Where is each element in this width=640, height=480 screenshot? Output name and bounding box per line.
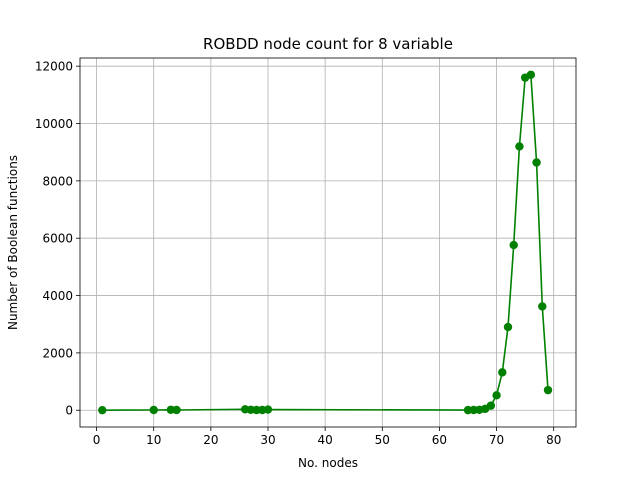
x-tick-label: 0 <box>93 433 101 447</box>
x-tick-label: 60 <box>432 433 447 447</box>
x-axis-label: No. nodes <box>298 456 358 470</box>
y-tick-label: 6000 <box>42 232 73 246</box>
data-point <box>498 368 507 377</box>
y-axis-label: Number of Boolean functions <box>6 155 20 330</box>
data-point <box>492 391 501 400</box>
axis-ticks: 0 10 20 30 40 50 60 70 80 0 2000 4000 6000 8000 10000 1… <box>35 60 562 447</box>
x-tick-label: 80 <box>546 433 561 447</box>
data-point <box>172 405 181 415</box>
data-point <box>526 70 536 79</box>
data-point <box>503 322 513 332</box>
data-point <box>98 405 107 415</box>
data-point <box>149 405 158 415</box>
grid-lines <box>80 58 576 427</box>
data-point <box>486 401 496 410</box>
y-tick-label: 8000 <box>42 174 73 188</box>
x-tick-label: 70 <box>489 433 504 447</box>
y-tick-label: 2000 <box>42 346 73 360</box>
data-point <box>515 142 524 151</box>
y-tick-label: 0 <box>65 404 73 418</box>
plot-frame <box>79 57 577 428</box>
x-tick-label: 40 <box>318 433 333 447</box>
x-tick-label: 20 <box>203 433 218 447</box>
y-tick-label: 10000 <box>35 117 73 131</box>
data-point <box>263 405 273 414</box>
x-tick-label: 30 <box>260 433 275 447</box>
data-point <box>509 240 518 250</box>
x-tick-label: 10 <box>146 433 161 447</box>
y-tick-label: 4000 <box>42 289 73 303</box>
x-tick-label: 50 <box>375 433 390 447</box>
data-point <box>538 302 547 311</box>
data-series <box>98 70 553 415</box>
y-tick-label: 12000 <box>35 60 73 74</box>
chart-title: ROBDD node count for 8 variable <box>203 35 453 53</box>
data-point <box>532 158 541 167</box>
data-point <box>543 385 553 395</box>
